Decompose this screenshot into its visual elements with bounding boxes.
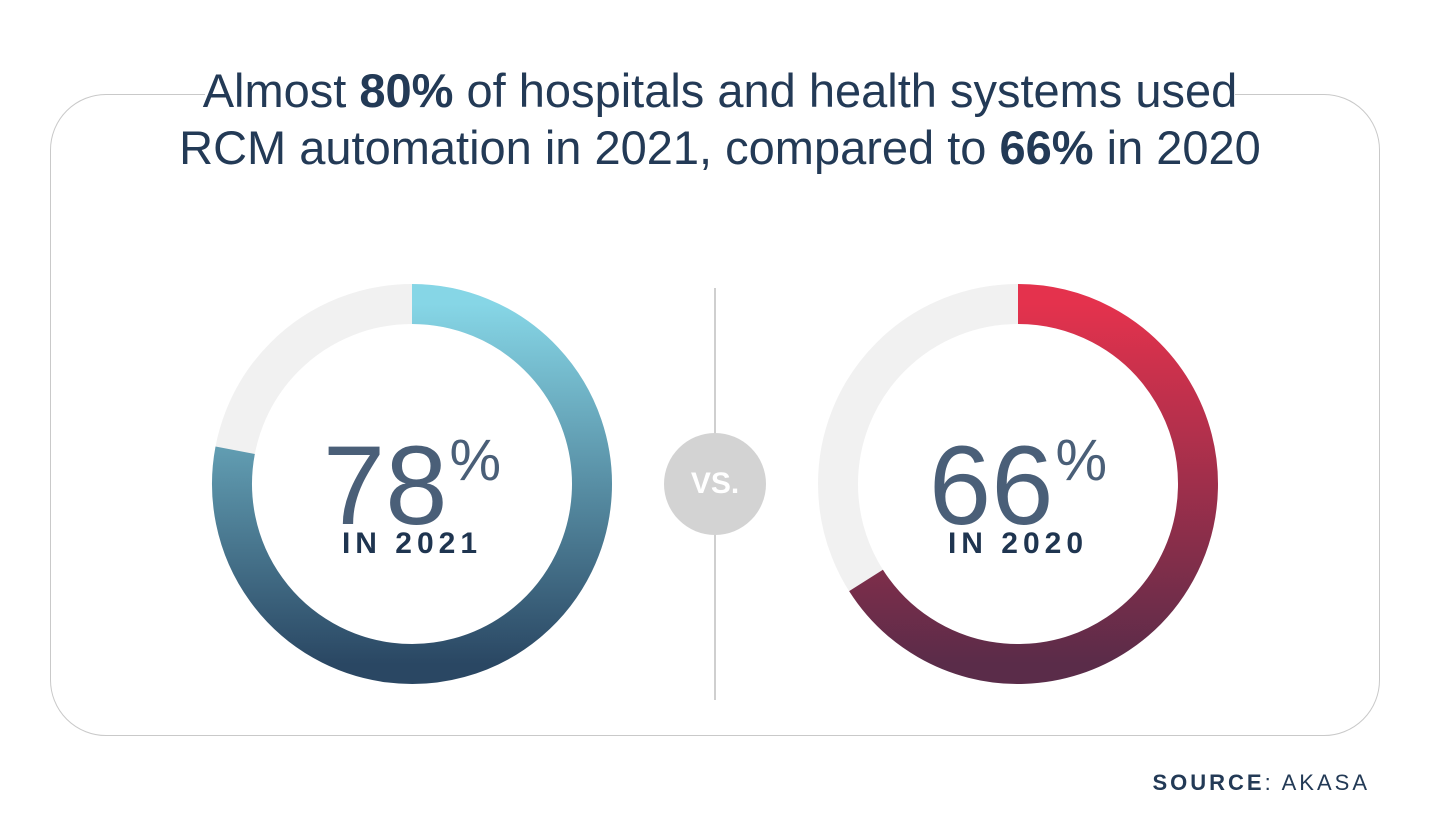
percentage-value: 78% (322, 423, 502, 548)
headline-highlight-2020: 66% (999, 121, 1094, 174)
donut-svg (818, 284, 1218, 684)
headline: Almost 80% of hospitals and health syste… (179, 64, 1261, 174)
year-label: IN 2020 (947, 527, 1089, 560)
year-label: IN 2021 (341, 527, 483, 560)
donut-svg (212, 284, 612, 684)
percent-sign: % (1055, 428, 1108, 493)
source-credit: SOURCE: AKASA (1152, 770, 1370, 795)
donut-chart-2021: 78% IN 2021 (211, 283, 613, 685)
headline-highlight-2021: 80% (359, 64, 454, 117)
divider-line (714, 534, 716, 700)
donut-chart-2020: 66% IN 2020 (817, 283, 1219, 685)
donut-value-arc (212, 284, 612, 684)
donut-value-arc (849, 284, 1218, 684)
frame-title-gap (205, 80, 1235, 110)
percent-sign: % (449, 428, 502, 493)
percentage-value: 66% (928, 423, 1108, 548)
vs-badge: VS. (664, 433, 766, 535)
divider-line (714, 288, 716, 448)
